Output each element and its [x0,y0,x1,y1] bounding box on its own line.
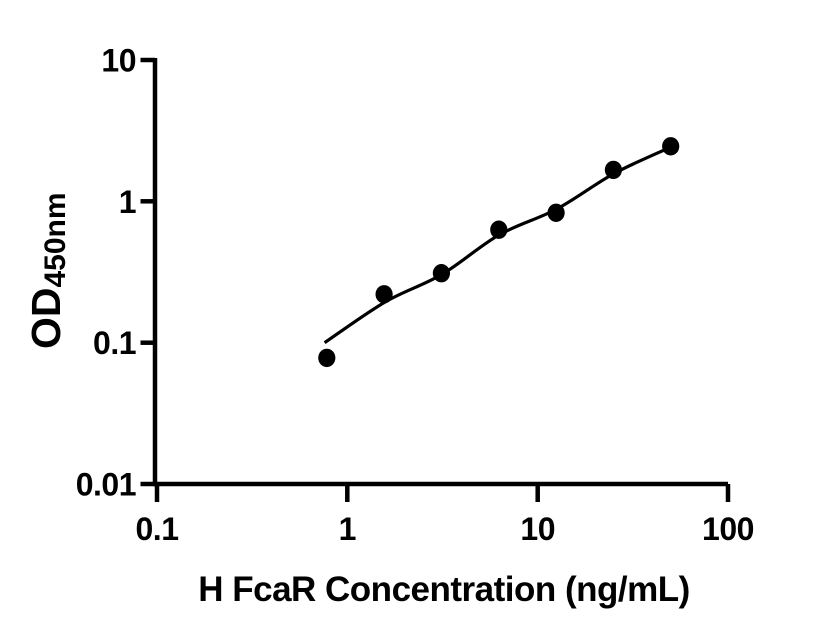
data-point [432,264,450,283]
x-axis-tick-label: 10 [520,511,555,547]
y-axis-label-main: OD [23,288,69,350]
y-axis-label-subscript: 450nm [39,192,72,287]
x-axis-tick-label: 0.1 [136,511,179,547]
y-axis-tick-label: 0.1 [93,325,136,361]
data-point [490,220,508,239]
y-axis-tick-label: 1 [119,184,136,220]
y-axis-tick-label: 10 [101,43,136,79]
x-axis-tick-label: 1 [339,511,356,547]
data-point [604,160,623,180]
x-axis-tick-label: 100 [702,511,754,547]
data-point [662,137,680,156]
data-point [375,285,393,304]
data-point [318,348,336,368]
x-axis-label: H FcaR Concentration (ng/mL) [198,570,690,609]
data-point [547,203,565,222]
y-axis-label: OD450nm [23,192,72,349]
y-axis-tick-label: 0.01 [76,467,136,503]
